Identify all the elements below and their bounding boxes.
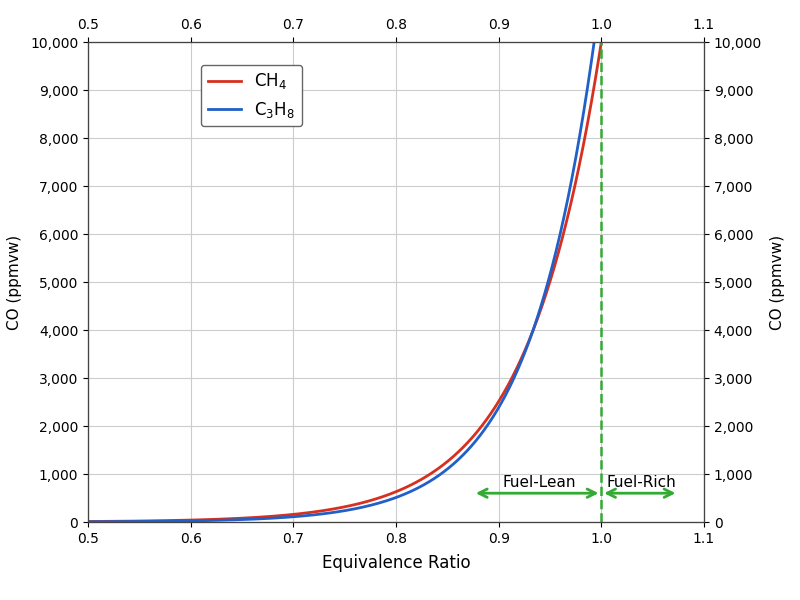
X-axis label: Equivalence Ratio: Equivalence Ratio bbox=[322, 554, 470, 572]
C$_3$H$_8$ bbox=[396, 492, 406, 499]
CH$_4$ bbox=[83, 518, 93, 525]
CH$_4$ bbox=[446, 455, 456, 462]
C$_3$H$_8$ bbox=[228, 516, 238, 523]
C$_3$H$_8$ bbox=[590, 37, 599, 44]
Text: ⌣: ⌣ bbox=[37, 577, 47, 595]
C$_3$H$_8$ bbox=[83, 518, 93, 526]
Legend: CH$_4$, C$_3$H$_8$: CH$_4$, C$_3$H$_8$ bbox=[201, 65, 302, 127]
C$_3$H$_8$ bbox=[314, 511, 323, 518]
Line: C$_3$H$_8$: C$_3$H$_8$ bbox=[88, 41, 594, 522]
CH$_4$ bbox=[549, 265, 558, 272]
CH$_4$ bbox=[597, 37, 606, 44]
C$_3$H$_8$ bbox=[401, 490, 410, 497]
Text: Fuel-Rich: Fuel-Rich bbox=[606, 475, 676, 490]
CH$_4$ bbox=[374, 494, 384, 502]
C$_3$H$_8$ bbox=[498, 397, 508, 404]
Text: a  a: a a bbox=[16, 553, 68, 577]
CH$_4$ bbox=[570, 182, 580, 190]
Line: CH$_4$: CH$_4$ bbox=[88, 41, 602, 521]
Y-axis label: CO (ppmvw): CO (ppmvw) bbox=[6, 235, 22, 329]
Y-axis label: CO (ppmvw): CO (ppmvw) bbox=[770, 235, 786, 329]
CH$_4$ bbox=[177, 517, 186, 524]
C$_3$H$_8$ bbox=[468, 440, 478, 448]
Text: Fuel-Lean: Fuel-Lean bbox=[502, 475, 576, 490]
CH$_4$ bbox=[137, 517, 146, 524]
